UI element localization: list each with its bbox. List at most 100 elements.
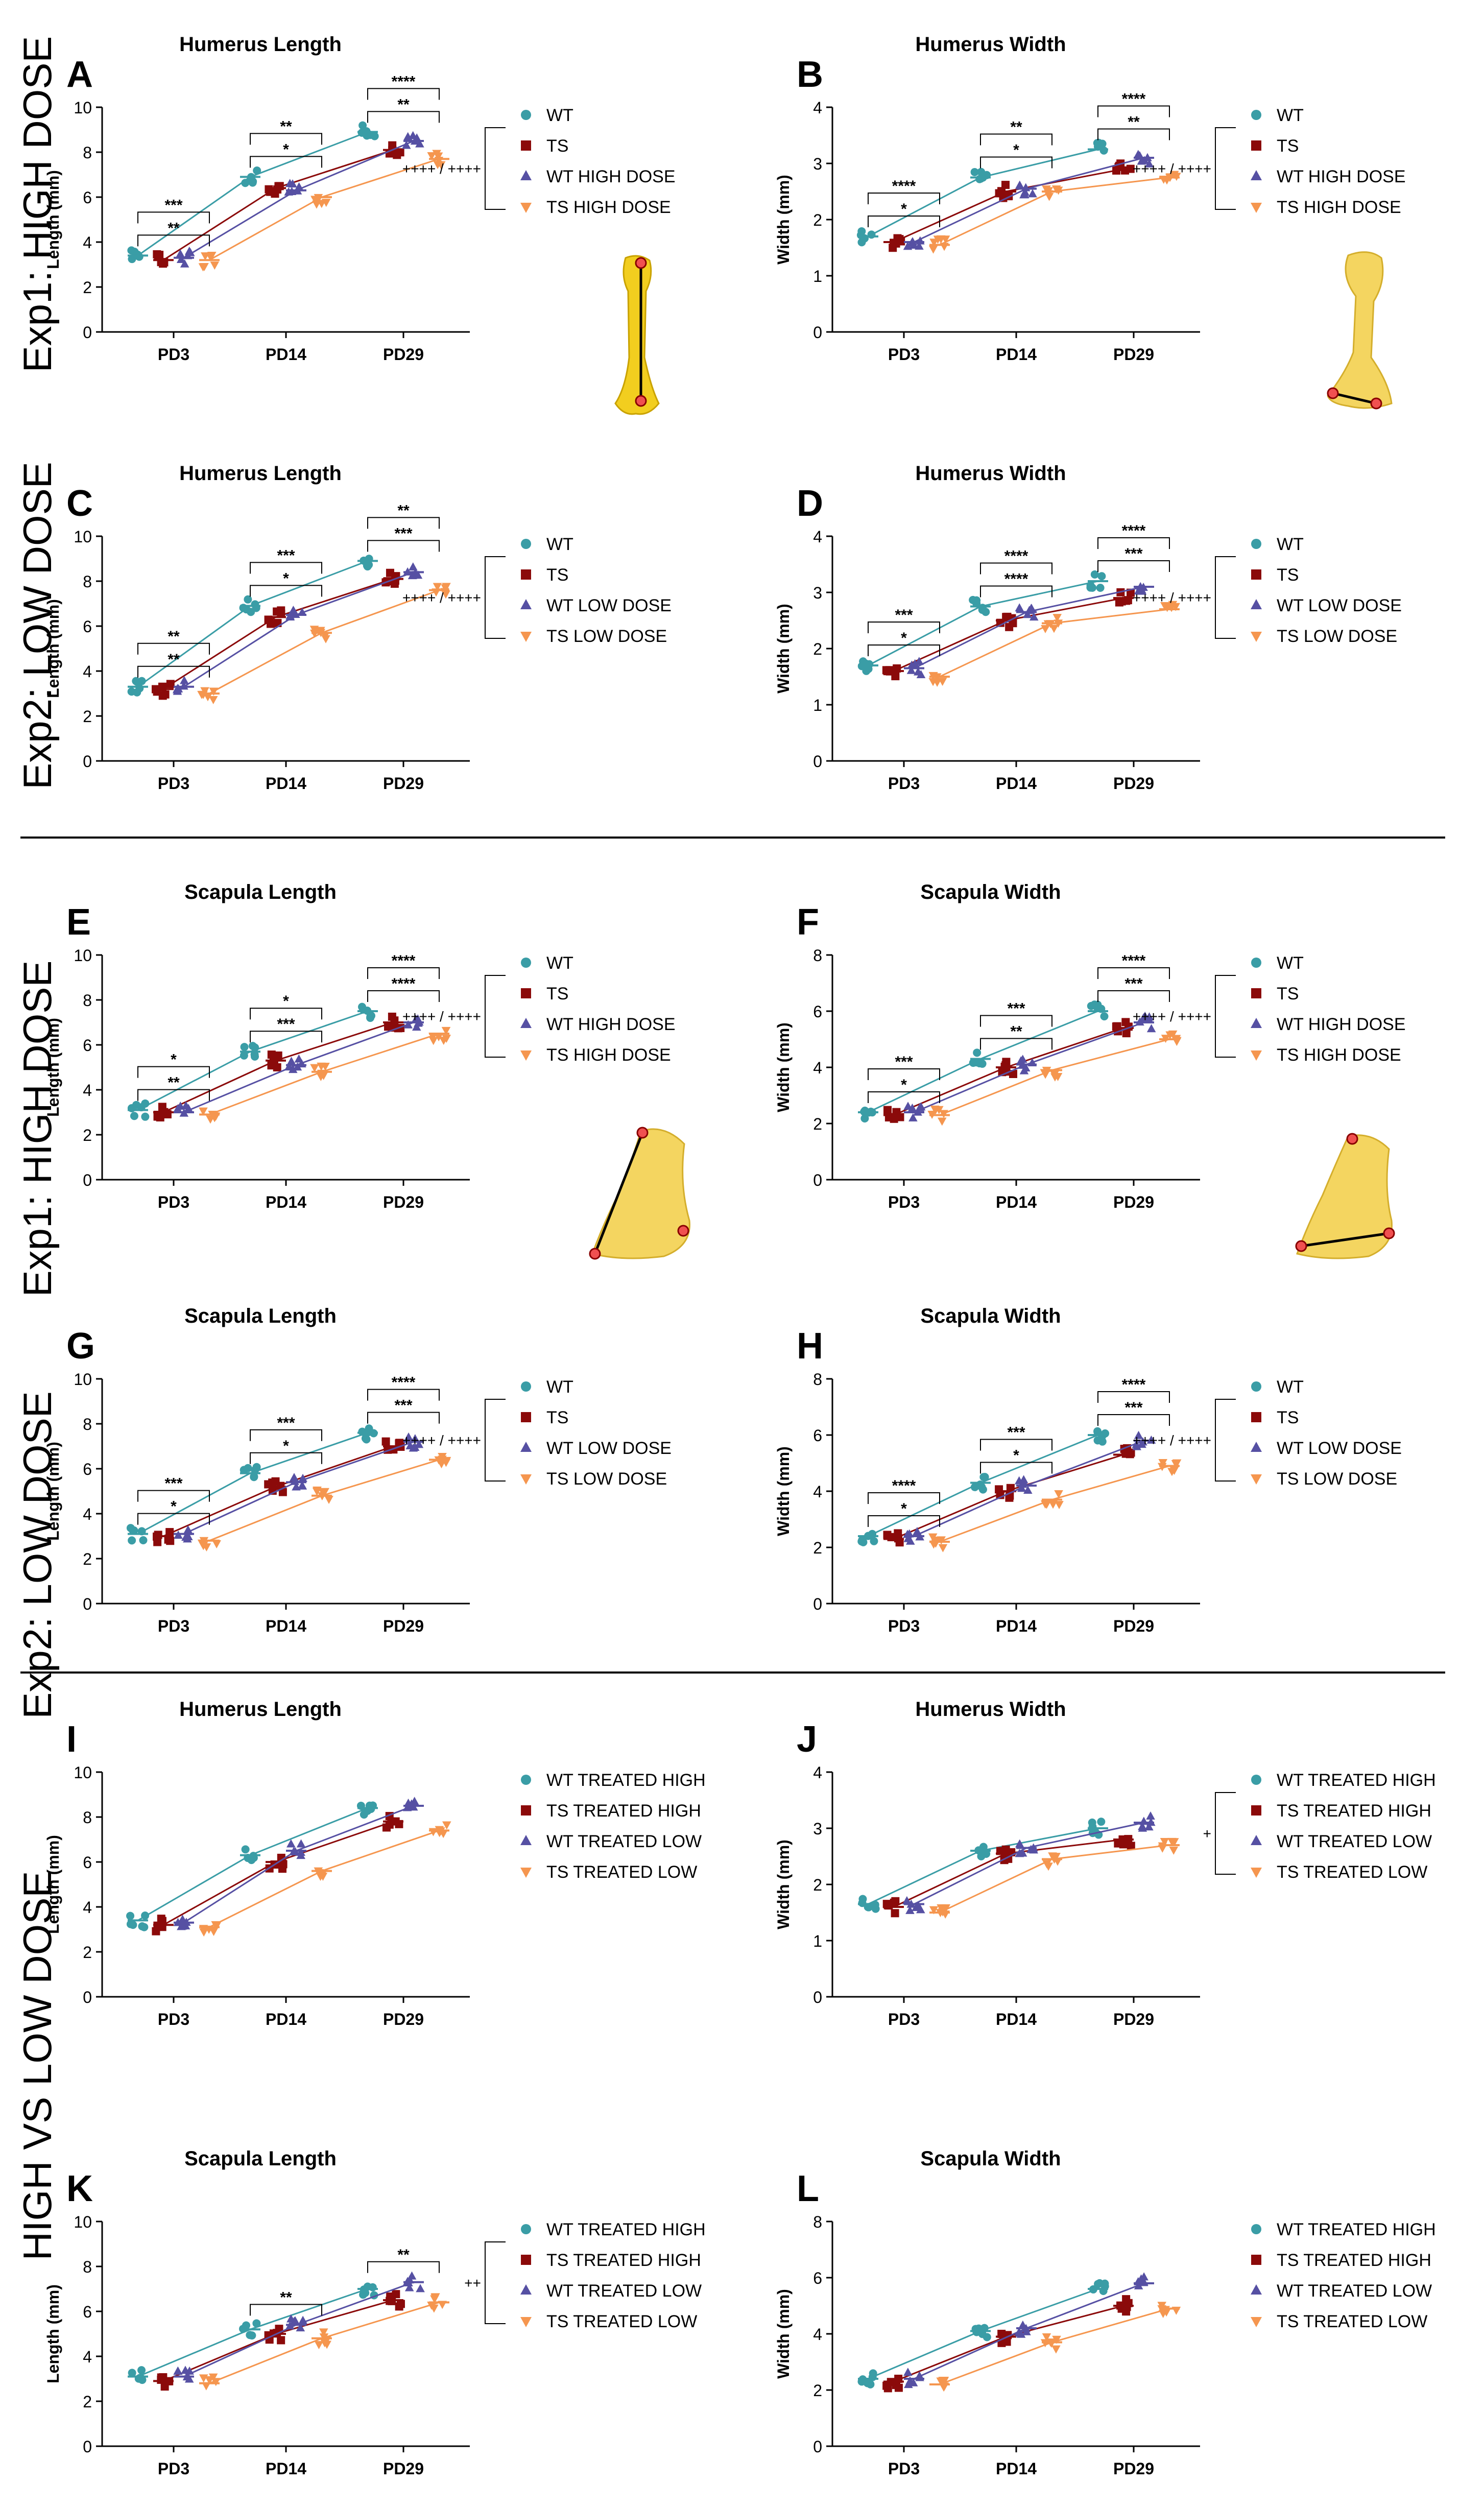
data-point (430, 2294, 440, 2302)
side-bracket (485, 556, 506, 639)
data-point (928, 678, 938, 686)
sig-bracket (367, 990, 440, 1002)
x-tick-label: PD3 (888, 1617, 920, 1635)
sig-label: ** (280, 2289, 292, 2306)
sig-label: ** (1128, 114, 1140, 131)
y-tick-label: 4 (83, 1898, 92, 1917)
data-point (381, 1437, 390, 1446)
legend-label: TS (1277, 565, 1299, 585)
data-point (883, 2384, 892, 2393)
legend-label: WT TREATED LOW (1277, 2281, 1432, 2301)
chart-panel-a: A Humerus Length 0 2 4 6 8 10 Length (mm) PD3 PD14… (44, 33, 676, 364)
row-label: Exp1: HIGH DOSE (15, 961, 60, 1297)
panel-letter: J (797, 1719, 817, 1760)
sig-bracket (250, 156, 322, 168)
data-point (153, 1538, 162, 1546)
sig-bracket (980, 1439, 1052, 1451)
data-point (1019, 1475, 1028, 1484)
data-point (240, 1043, 249, 1052)
x-tick-label: PD3 (158, 2010, 189, 2028)
row-label: Exp2: LOW DOSE (15, 1391, 60, 1719)
y-tick-label: 10 (74, 528, 92, 546)
sig-label: *** (1124, 545, 1142, 562)
data-point (160, 2382, 169, 2391)
chart-panel-d: D Humerus Width 0 1 2 3 4 Width (mm) PD3 PD14 PD29… (774, 462, 1402, 793)
sig-label: * (171, 1498, 177, 1515)
data-point (895, 1538, 904, 1547)
data-point (442, 1821, 451, 1830)
legend-marker (1251, 1835, 1262, 1845)
data-point (441, 1026, 451, 1035)
data-point (903, 2368, 913, 2376)
y-tick-label: 4 (813, 1059, 822, 1077)
sig-bracket (250, 2304, 322, 2316)
data-point (1042, 1499, 1052, 1508)
sig-bracket (1097, 537, 1170, 549)
legend-marker (520, 1018, 532, 1028)
legend-label: WT (1277, 1377, 1304, 1397)
x-tick-label: PD14 (996, 774, 1037, 793)
data-point (205, 2376, 214, 2385)
series-line (939, 608, 1170, 678)
legend-label: TS (546, 984, 568, 1004)
scapula-length-illustration (589, 1127, 690, 1260)
series-line (137, 560, 368, 688)
side-bracket (1215, 975, 1236, 1058)
chart-panel-e: E Scapula Length 0 2 4 6 8 10 Length (mm) PD3 PD14… (44, 881, 676, 1211)
legend-marker (520, 632, 532, 642)
data-point (1055, 1501, 1064, 1510)
data-point (910, 659, 920, 667)
legend-marker (1251, 1381, 1261, 1392)
data-point (1015, 1839, 1024, 1848)
sig-bracket (367, 540, 440, 552)
sig-bracket (367, 88, 440, 100)
legend-label: WT TREATED LOW (546, 1832, 702, 1851)
data-point (199, 1928, 208, 1937)
chart-title: Humerus Width (915, 1698, 1066, 1721)
data-point (1120, 166, 1129, 175)
legend-marker (1251, 1868, 1262, 1878)
data-point (176, 254, 186, 263)
x-tick-label: PD14 (266, 2010, 306, 2028)
panel-letter: A (66, 54, 93, 95)
data-point (894, 1529, 902, 1538)
data-point (439, 1037, 448, 1045)
x-tick-label: PD3 (888, 2010, 920, 2028)
data-point (180, 259, 189, 268)
y-tick-label: 4 (813, 99, 822, 117)
sig-label: **** (1122, 1376, 1146, 1393)
y-tick-label: 2 (813, 640, 822, 658)
y-tick-label: 2 (813, 211, 822, 229)
legend-marker (520, 2317, 532, 2327)
sig-label: *** (164, 197, 182, 213)
sig-label: * (283, 993, 289, 1010)
data-point (362, 1435, 371, 1444)
data-point (864, 664, 873, 673)
side-sig-label: ++++ / ++++ (402, 590, 481, 606)
legend-marker (1251, 1474, 1262, 1485)
chart-title: Scapula Length (184, 1305, 337, 1327)
sig-bracket (250, 1008, 322, 1020)
sig-label: ** (397, 96, 410, 113)
data-point (212, 1922, 222, 1930)
data-point (141, 1112, 150, 1121)
y-tick-label: 2 (83, 1550, 92, 1568)
data-point (265, 185, 273, 194)
sig-bracket (1097, 560, 1170, 572)
data-point (241, 179, 250, 187)
legend-label: WT LOW DOSE (1277, 596, 1402, 615)
data-point (1171, 603, 1180, 611)
data-point (297, 1480, 307, 1489)
row-label: HIGH VS LOW DOSE (15, 1871, 60, 2261)
y-tick-label: 10 (74, 1370, 92, 1389)
x-tick-label: PD14 (996, 1193, 1037, 1211)
data-point (410, 1797, 419, 1805)
sig-bracket (137, 234, 210, 247)
data-point (429, 2304, 439, 2313)
y-tick-label: 4 (813, 528, 822, 546)
legend-marker (520, 1835, 532, 1845)
data-point (251, 600, 259, 609)
data-point (274, 1051, 282, 1060)
data-point (322, 2340, 331, 2349)
legend-marker (1251, 988, 1261, 998)
